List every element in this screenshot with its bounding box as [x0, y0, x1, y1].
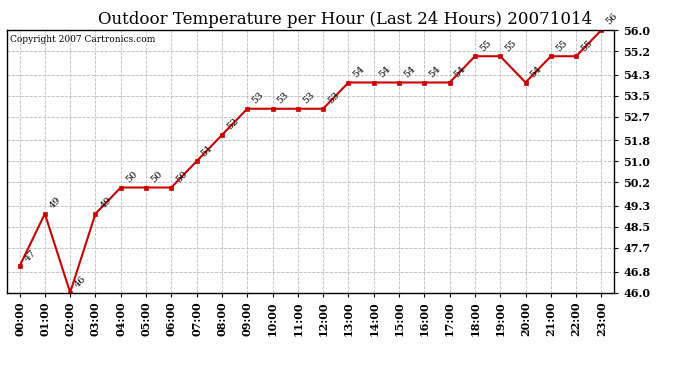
Text: 53: 53 — [275, 90, 290, 106]
Text: 53: 53 — [250, 90, 266, 106]
Text: 54: 54 — [453, 64, 468, 80]
Text: 47: 47 — [23, 248, 38, 263]
Text: Outdoor Temperature per Hour (Last 24 Hours) 20071014: Outdoor Temperature per Hour (Last 24 Ho… — [98, 11, 592, 28]
Text: 56: 56 — [604, 12, 620, 27]
Text: 55: 55 — [579, 38, 594, 53]
Text: 49: 49 — [48, 195, 63, 211]
Text: 55: 55 — [478, 38, 493, 53]
Text: 50: 50 — [124, 170, 139, 184]
Text: 53: 53 — [301, 90, 316, 106]
Text: 50: 50 — [149, 170, 164, 184]
Text: 54: 54 — [427, 64, 442, 80]
Text: 52: 52 — [225, 117, 240, 132]
Text: 53: 53 — [326, 90, 342, 106]
Text: 54: 54 — [402, 64, 417, 80]
Text: 46: 46 — [73, 274, 88, 290]
Text: 49: 49 — [99, 195, 114, 211]
Text: 54: 54 — [377, 64, 392, 80]
Text: 55: 55 — [554, 38, 569, 53]
Text: 54: 54 — [529, 64, 544, 80]
Text: 50: 50 — [175, 170, 190, 184]
Text: 55: 55 — [503, 38, 518, 53]
Text: 54: 54 — [351, 64, 366, 80]
Text: 51: 51 — [199, 143, 215, 158]
Text: Copyright 2007 Cartronics.com: Copyright 2007 Cartronics.com — [10, 35, 155, 44]
